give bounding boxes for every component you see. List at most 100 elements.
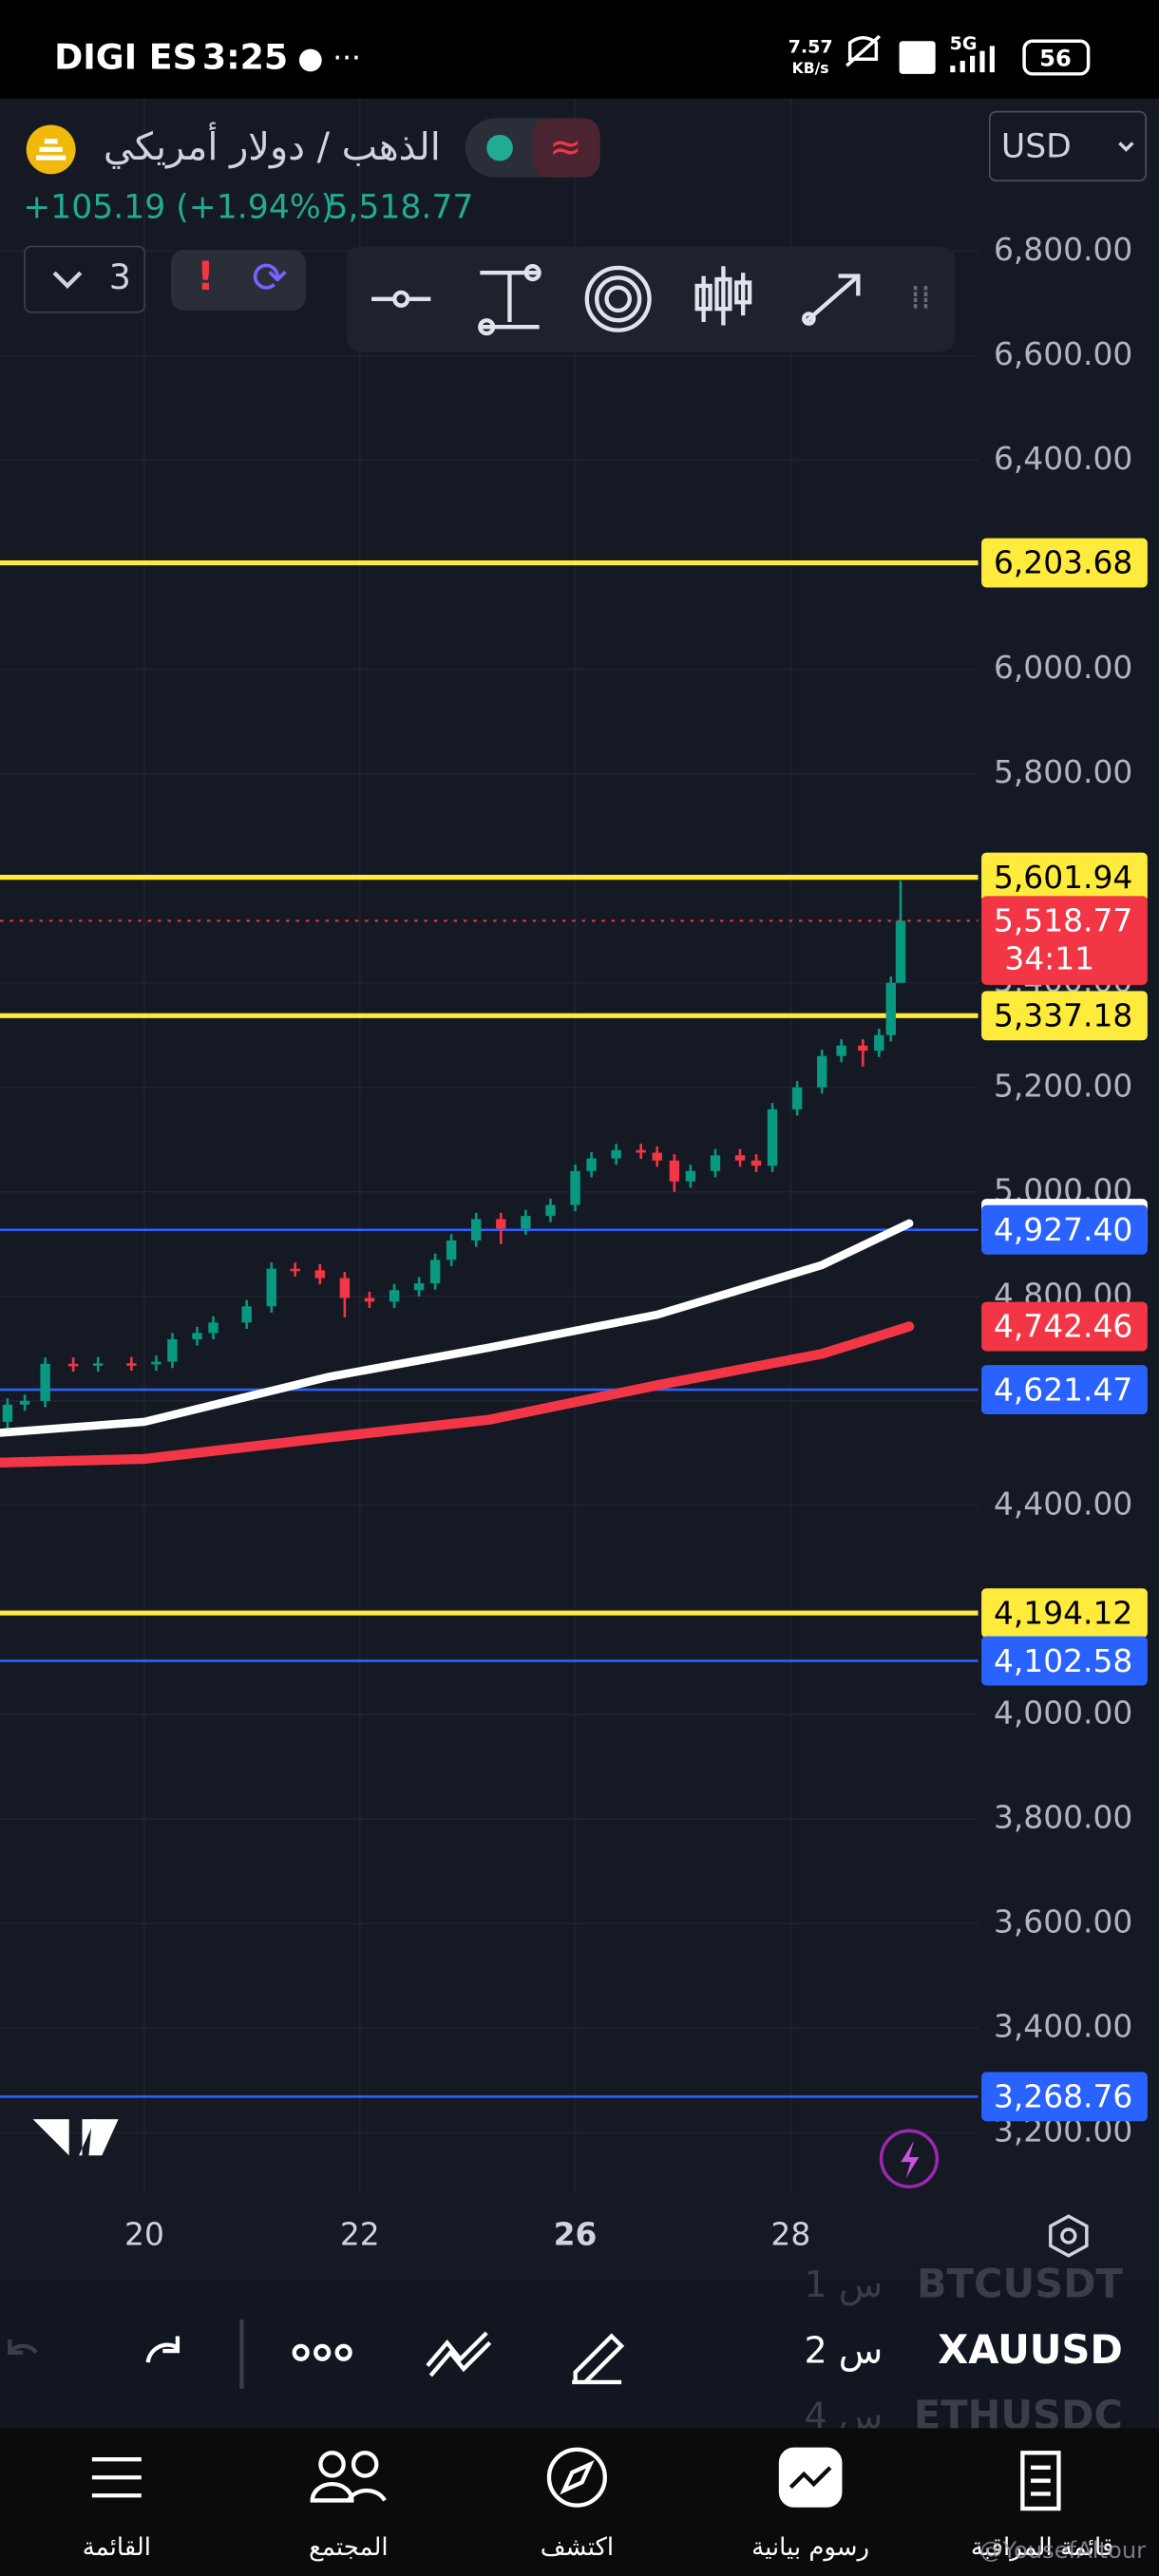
candle-body: [885, 982, 896, 1035]
status-icons: ● ···: [297, 41, 361, 75]
price-tag: [981, 852, 1148, 902]
candle-body: [791, 1087, 803, 1109]
marks: [0, 559, 978, 2098]
nav-label[interactable]: المجتمع: [309, 2533, 389, 2562]
candle-body: [817, 1055, 827, 1088]
price-tag: [981, 1204, 1148, 1255]
mute-icon: [846, 34, 881, 67]
candle-body: [446, 1240, 457, 1260]
clock: 3:25: [202, 36, 288, 77]
tv-logo-part: [88, 2119, 119, 2156]
lightning: [901, 2140, 920, 2179]
candle-body: [92, 1363, 104, 1366]
price-change: +105.19 (+1.94%): [23, 189, 333, 227]
nav-label[interactable]: رسوم بيانية: [751, 2533, 869, 2562]
candle-body: [895, 920, 906, 983]
currency-select[interactable]: [988, 110, 1148, 182]
candle-body: [19, 1400, 30, 1405]
watchlist-symbol[interactable]: BTCUSDT: [917, 2261, 1124, 2307]
current-price-label: 5,518.77: [994, 902, 1132, 939]
y-tick-label: 6,600.00: [994, 335, 1132, 372]
candle-body: [570, 1170, 580, 1205]
watchlist-interval[interactable]: 1 س: [804, 2263, 883, 2305]
candle-body: [669, 1160, 680, 1182]
y-tick-label: 5,800.00: [994, 753, 1132, 790]
sync-icon: ⟳: [252, 253, 288, 303]
price-tag: [981, 1588, 1148, 1638]
currency: USD: [1001, 128, 1072, 166]
candle-body: [496, 1219, 506, 1229]
y-tick-label: 3,600.00: [994, 1904, 1132, 1941]
current-price-tag: [981, 896, 1148, 985]
alerts[interactable]: [170, 249, 306, 311]
nav-label[interactable]: القائمة: [83, 2533, 151, 2562]
price-tag: [981, 1301, 1148, 1352]
nav-label[interactable]: اكتشف: [541, 2533, 614, 2562]
battery-level: 56: [1039, 45, 1072, 71]
nav-label[interactable]: قائمة المراقبة: [971, 2533, 1113, 2562]
candle-body: [586, 1158, 597, 1171]
candle-body: [266, 1268, 276, 1307]
watchlist-interval[interactable]: 2 س: [804, 2329, 883, 2371]
x-tick-label: 26: [554, 2215, 598, 2252]
y-tick-label: 5,200.00: [994, 1067, 1132, 1104]
volte-icon: [899, 41, 936, 74]
settings-icon[interactable]: [1049, 2214, 1089, 2258]
candle-body: [858, 1045, 868, 1051]
gold-bars: [36, 139, 66, 161]
net-speed: 7.57: [788, 37, 833, 58]
price-tag-label: 4,742.46: [994, 1308, 1132, 1345]
price-tag-label: 4,102.58: [994, 1642, 1132, 1679]
x-tick-label: 20: [124, 2215, 164, 2252]
plot: 6,800.006,600.006,400.006,200.006,000.00…: [0, 98, 1148, 2252]
candle-body: [2, 1404, 13, 1422]
candle-body: [734, 1155, 746, 1161]
price-tag-label: 4,621.47: [994, 1371, 1132, 1408]
price-tag: [981, 538, 1148, 588]
candle-body: [429, 1260, 441, 1284]
candle-body: [413, 1283, 425, 1291]
moving-average: [0, 1219, 914, 1437]
candle-body: [151, 1361, 162, 1365]
candle-body: [611, 1149, 621, 1159]
countdown: 34:11: [1004, 939, 1094, 976]
nav-icons[interactable]: [91, 2447, 1061, 2511]
candle-body: [521, 1216, 531, 1229]
x-tick-label: 28: [770, 2215, 810, 2252]
signal-icon: [950, 46, 995, 73]
candle-body: [389, 1290, 400, 1302]
quick-action[interactable]: [879, 2129, 940, 2188]
y-tick-label: 3,400.00: [994, 2008, 1132, 2045]
price-tag: [981, 1636, 1148, 1686]
battery: [1022, 39, 1091, 76]
network-type: 5G: [950, 33, 978, 54]
price-tag-label: 6,203.68: [994, 544, 1132, 581]
y-tick-label: 3,800.00: [994, 1799, 1132, 1836]
status-pill-right: [532, 118, 600, 178]
drawing-tools[interactable]: [371, 264, 861, 336]
watchlist-symbol[interactable]: XAUUSD: [938, 2326, 1123, 2373]
nav-bar: [0, 2428, 1159, 2576]
price-tag: [981, 1365, 1148, 1415]
candle-body: [685, 1170, 696, 1182]
y-tick-label: 6,400.00: [994, 440, 1132, 477]
indicators-toggle[interactable]: [24, 245, 146, 313]
toolbar-icons[interactable]: [8, 2320, 625, 2389]
watermark: @YousefAltour: [979, 2537, 1146, 2564]
price-tag-label: 3,268.76: [994, 2078, 1132, 2115]
moving-average: [0, 1321, 915, 1468]
candle-body: [767, 1108, 778, 1166]
price-tag-label: 5,337.18: [994, 997, 1132, 1034]
candle-body: [710, 1155, 721, 1171]
settings-icon-center: [1060, 2227, 1077, 2245]
drag-handle[interactable]: ⁞⁞: [910, 279, 931, 317]
candle-body: [126, 1363, 137, 1366]
candle-body: [208, 1322, 218, 1334]
market-open-dot: [486, 134, 513, 161]
price-tag-label: 4,194.12: [994, 1594, 1132, 1631]
alert-icon: !: [197, 253, 215, 299]
candle-body: [167, 1338, 178, 1362]
